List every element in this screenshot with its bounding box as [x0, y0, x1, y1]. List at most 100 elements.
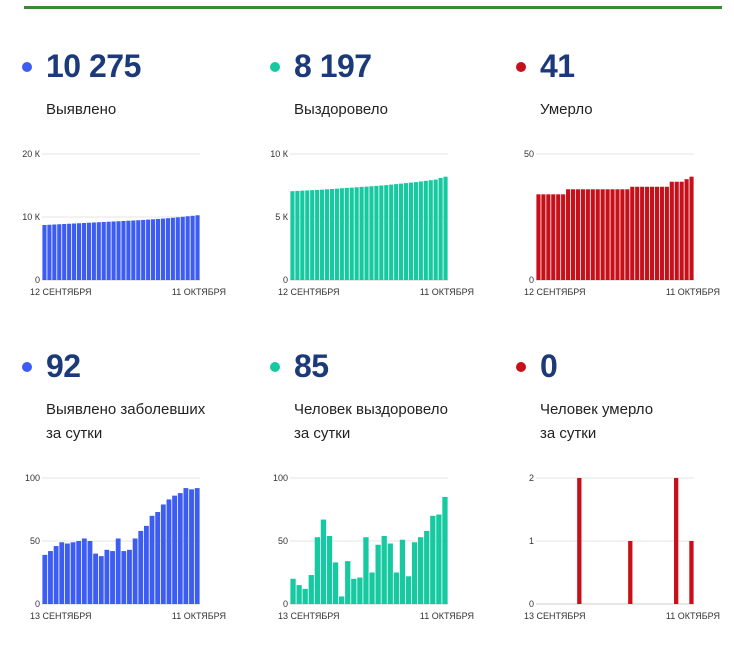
- top-divider: [24, 6, 722, 9]
- bar: [649, 186, 655, 280]
- bar: [413, 182, 418, 280]
- bar: [405, 576, 412, 604]
- x-tick-label: 13 СЕНТЯБРЯ: [524, 611, 586, 621]
- y-tick-label: 50: [278, 536, 288, 546]
- y-tick-label: 20 К: [22, 149, 41, 159]
- label-line: Человек выздоровело: [294, 401, 448, 418]
- chart-died-daily: 0 1 2 13 СЕНТЯБРЯ 11 ОКТЯБРЯ: [524, 473, 720, 621]
- bar: [310, 190, 315, 280]
- bar: [324, 189, 330, 280]
- bar: [580, 189, 585, 280]
- bar: [369, 186, 374, 280]
- bar: [654, 186, 660, 280]
- bar: [430, 515, 436, 604]
- bar: [536, 194, 541, 280]
- bar: [332, 562, 339, 604]
- bar: [53, 546, 59, 604]
- bar: [160, 218, 166, 280]
- bar: [121, 551, 127, 604]
- bar: [424, 530, 430, 604]
- x-tick-label: 11 ОКТЯБРЯ: [666, 287, 720, 297]
- bar: [399, 539, 406, 604]
- label-line: Выздоровело: [294, 101, 389, 118]
- metric-label: Выявлено: [46, 98, 116, 122]
- bar: [314, 537, 320, 604]
- bar: [115, 538, 121, 604]
- bar: [334, 188, 339, 280]
- bullet-dot: [22, 362, 32, 372]
- bar: [290, 191, 295, 280]
- bar: [674, 478, 679, 604]
- bar: [116, 221, 121, 280]
- bar: [436, 514, 442, 604]
- x-tick-label: 12 СЕНТЯБРЯ: [524, 287, 586, 297]
- chart-detected: 0 10 К 20 К 12 СЕНТЯБРЯ 11 ОКТЯБРЯ: [22, 149, 226, 297]
- x-tick-label: 13 СЕНТЯБРЯ: [278, 611, 340, 621]
- chart-died: 0 50 12 СЕНТЯБРЯ 11 ОКТЯБРЯ: [524, 149, 720, 297]
- bar: [381, 535, 387, 604]
- bar: [384, 185, 389, 280]
- x-tick-label: 11 ОКТЯБРЯ: [420, 287, 474, 297]
- bar: [561, 194, 566, 280]
- y-tick-label: 50: [524, 149, 534, 159]
- bar: [659, 186, 664, 280]
- big-number: 41: [540, 48, 575, 84]
- bar: [183, 488, 189, 604]
- big-number: 0: [540, 348, 558, 384]
- bullet-dot: [516, 362, 526, 372]
- bar: [669, 181, 674, 280]
- bar: [70, 542, 76, 604]
- metric-label: Выявлено заболевших за сутки: [46, 398, 205, 446]
- y-tick-label: 1: [529, 536, 534, 546]
- bar: [375, 544, 381, 604]
- bar: [363, 537, 369, 604]
- bar: [443, 176, 448, 280]
- bar: [566, 189, 571, 280]
- y-tick-label: 0: [35, 599, 40, 609]
- bar: [674, 181, 679, 280]
- bar: [194, 488, 200, 604]
- y-tick-label: 5 К: [275, 212, 289, 222]
- bar: [166, 499, 172, 604]
- bar: [76, 223, 82, 280]
- bar: [374, 185, 379, 280]
- bar: [418, 181, 423, 280]
- bar: [628, 541, 633, 604]
- bar: [300, 190, 305, 280]
- bar: [575, 189, 581, 280]
- bar: [296, 585, 302, 604]
- bar: [131, 220, 136, 280]
- x-tick-label: 12 СЕНТЯБРЯ: [278, 287, 340, 297]
- bar: [556, 194, 561, 280]
- bar: [190, 215, 195, 280]
- y-tick-label: 10 К: [22, 212, 41, 222]
- y-tick-label: 0: [529, 599, 534, 609]
- bar: [541, 194, 546, 280]
- bar: [132, 538, 138, 604]
- bar: [357, 577, 363, 604]
- bar: [615, 189, 620, 280]
- big-number: 8 197: [294, 48, 372, 84]
- bar: [379, 185, 384, 280]
- x-tick-label: 11 ОКТЯБРЯ: [172, 287, 226, 297]
- bar: [418, 537, 424, 604]
- bar: [551, 194, 556, 280]
- bar: [106, 221, 111, 280]
- panel-detected: 10 275 Выявлено 0 10 К 20 К 12 СЕНТЯБРЯ 11 О…: [22, 48, 262, 348]
- bar: [329, 189, 335, 280]
- bar: [136, 220, 141, 280]
- bar: [81, 222, 87, 280]
- x-tick-label: 11 ОКТЯБРЯ: [666, 611, 720, 621]
- bar: [620, 189, 625, 280]
- bar: [48, 551, 53, 604]
- bar: [585, 189, 590, 280]
- bar: [320, 519, 327, 604]
- bar: [67, 223, 72, 280]
- y-tick-label: 10 К: [270, 149, 289, 159]
- bar: [389, 184, 394, 280]
- bar: [295, 190, 300, 280]
- bar: [351, 578, 357, 604]
- bar: [149, 515, 155, 604]
- label-line: за сутки: [540, 425, 597, 442]
- bar: [403, 183, 409, 280]
